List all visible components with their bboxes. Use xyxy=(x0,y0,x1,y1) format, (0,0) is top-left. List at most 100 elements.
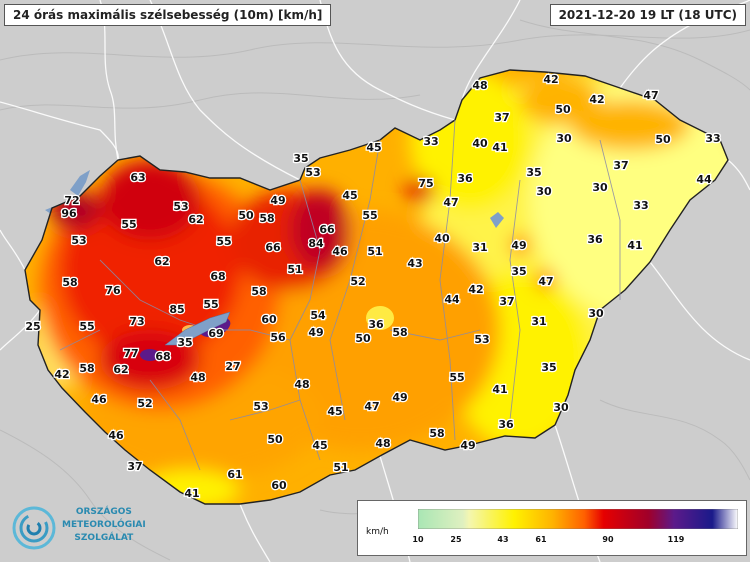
station-value-label: 33 xyxy=(633,199,648,212)
station-value-label: 49 xyxy=(511,239,526,252)
station-value-label: 30 xyxy=(592,181,608,194)
station-value-label: 76 xyxy=(105,284,121,297)
station-value-label: 44 xyxy=(444,293,460,306)
station-value-label: 58 xyxy=(429,427,444,440)
station-value-label: 41 xyxy=(184,487,199,500)
station-value-label: 75 xyxy=(418,177,433,190)
station-value-label: 55 xyxy=(79,320,94,333)
station-value-label: 46 xyxy=(332,245,348,258)
station-value-label: 51 xyxy=(287,263,302,276)
station-value-label: 30 xyxy=(556,132,572,145)
station-value-label: 30 xyxy=(536,185,552,198)
station-value-label: 53 xyxy=(71,234,86,247)
station-value-label: 25 xyxy=(25,320,40,333)
station-value-label: 52 xyxy=(137,397,152,410)
logo-line-3: SZOLGÁLAT xyxy=(74,533,134,543)
station-value-label: 50 xyxy=(355,332,371,345)
station-value-label: 36 xyxy=(368,318,384,331)
map-title: 24 órás maximális szélsebesség (10m) [km… xyxy=(4,4,332,26)
station-value-label: 46 xyxy=(91,393,107,406)
station-value-label: 77 xyxy=(123,347,138,360)
station-value-label: 96 xyxy=(61,207,77,220)
station-value-label: 41 xyxy=(627,239,642,252)
station-value-label: 48 xyxy=(190,371,205,384)
legend-tick-label: 119 xyxy=(667,535,685,544)
station-value-label: 31 xyxy=(472,241,487,254)
station-value-label: 55 xyxy=(121,218,136,231)
legend-tick-label: 61 xyxy=(535,535,547,544)
station-value-label: 55 xyxy=(449,371,464,384)
station-value-label: 42 xyxy=(54,368,69,381)
logo-line-1: ORSZÁGOS xyxy=(75,507,132,517)
station-value-label: 49 xyxy=(308,326,323,339)
station-value-label: 68 xyxy=(210,270,225,283)
station-value-label: 50 xyxy=(238,209,254,222)
legend-tick-label: 90 xyxy=(602,535,614,544)
station-value-label: 45 xyxy=(342,189,357,202)
station-value-label: 41 xyxy=(492,141,507,154)
station-value-label: 31 xyxy=(531,315,546,328)
station-value-label: 45 xyxy=(312,439,327,452)
station-value-label: 55 xyxy=(216,235,231,248)
station-value-label: 61 xyxy=(227,468,242,481)
station-value-label: 47 xyxy=(538,275,553,288)
station-value-label: 49 xyxy=(270,194,285,207)
legend-tick-label: 43 xyxy=(497,535,509,544)
station-value-label: 27 xyxy=(225,360,240,373)
station-value-label: 72 xyxy=(64,194,79,207)
station-value-label: 50 xyxy=(267,433,283,446)
station-value-label: 53 xyxy=(474,333,489,346)
station-value-label: 54 xyxy=(310,309,326,322)
station-value-label: 35 xyxy=(541,361,556,374)
legend-tick-label: 10 xyxy=(412,535,424,544)
station-value-label: 62 xyxy=(188,213,203,226)
station-value-label: 84 xyxy=(308,237,324,250)
station-value-label: 62 xyxy=(113,363,128,376)
station-value-label: 37 xyxy=(613,159,628,172)
station-value-label: 40 xyxy=(472,137,488,150)
station-value-label: 41 xyxy=(492,383,507,396)
station-value-label: 30 xyxy=(588,307,604,320)
station-value-label: 50 xyxy=(655,133,671,146)
station-value-label: 60 xyxy=(261,313,277,326)
station-value-label: 42 xyxy=(468,283,483,296)
legend-tick-label: 25 xyxy=(450,535,462,544)
swirl-logo-icon xyxy=(12,506,56,550)
station-value-label: 47 xyxy=(643,89,658,102)
station-value-label: 66 xyxy=(319,223,335,236)
station-value-label: 50 xyxy=(555,103,571,116)
station-value-label: 45 xyxy=(327,405,342,418)
station-value-label: 62 xyxy=(154,255,169,268)
station-value-label: 47 xyxy=(364,400,379,413)
station-value-label: 85 xyxy=(169,303,184,316)
station-value-label: 55 xyxy=(362,209,377,222)
station-value-label: 58 xyxy=(392,326,407,339)
station-value-label: 52 xyxy=(350,275,365,288)
station-value-label: 58 xyxy=(251,285,266,298)
station-value-label: 73 xyxy=(129,315,144,328)
station-value-label: 43 xyxy=(407,257,422,270)
station-value-label: 51 xyxy=(333,461,348,474)
station-value-label: 56 xyxy=(270,331,286,344)
omsz-logo: ORSZÁGOS METEOROLÓGIAI SZOLGÁLAT xyxy=(10,500,170,556)
station-value-label: 69 xyxy=(208,327,223,340)
legend-color-bar xyxy=(418,509,738,529)
station-value-label: 36 xyxy=(587,233,603,246)
station-value-label: 66 xyxy=(265,241,281,254)
station-value-label: 37 xyxy=(494,111,509,124)
station-value-label: 44 xyxy=(696,173,712,186)
station-value-label: 37 xyxy=(127,460,142,473)
station-value-label: 36 xyxy=(498,418,514,431)
station-value-label: 49 xyxy=(392,391,407,404)
station-value-label: 47 xyxy=(443,196,458,209)
station-value-label: 51 xyxy=(367,245,382,258)
station-value-label: 30 xyxy=(553,401,569,414)
station-value-label: 58 xyxy=(62,276,77,289)
station-value-label: 42 xyxy=(589,93,604,106)
station-value-label: 35 xyxy=(293,152,308,165)
station-value-label: 40 xyxy=(434,232,450,245)
color-legend: km/h 10 25 43 61 90 119 xyxy=(357,500,747,556)
station-value-label: 37 xyxy=(499,295,514,308)
logo-line-2: METEOROLÓGIAI xyxy=(62,520,146,530)
